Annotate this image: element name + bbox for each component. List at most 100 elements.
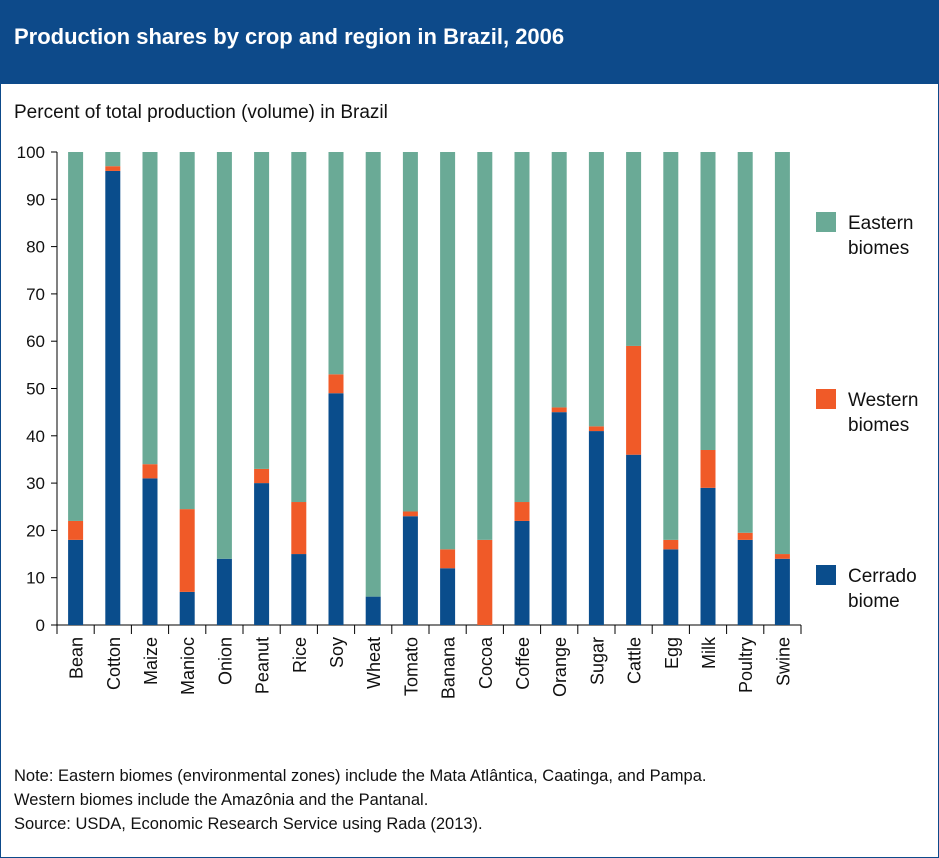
bar-cerrado-biome [700,487,716,625]
bar-cerrado-biome [216,558,232,625]
bar-western-biomes [328,374,344,394]
chart-title: Production shares by crop and region in … [14,24,565,49]
bar-eastern-biomes [142,152,158,465]
bar-cerrado-biome [774,558,790,625]
y-tick-label: 50 [26,380,45,399]
bar-western-biomes [440,549,456,569]
bar-cerrado-biome [254,483,270,625]
bar-eastern-biomes [328,152,344,375]
y-tick-label: 20 [26,521,45,540]
bar-eastern-biomes [254,152,270,469]
x-tick-label: Orange [550,637,570,697]
bar-cerrado-biome [105,170,121,626]
bar-western-biomes [663,539,679,550]
legend-label: biomes [848,238,909,259]
x-tick-label: Soy [327,637,347,668]
header-banner: Production shares by crop and region in … [0,0,939,84]
bar-western-biomes [626,345,642,455]
bar-western-biomes [402,511,418,517]
x-tick-label: Banana [439,636,459,699]
bar-western-biomes [179,509,195,592]
bar-eastern-biomes [514,152,530,503]
bar-cerrado-biome [551,412,567,625]
x-tick-label: Cotton [104,637,124,690]
bar-eastern-biomes [774,152,790,555]
bar-eastern-biomes [737,152,753,533]
y-tick-label: 30 [26,474,45,493]
bar-eastern-biomes [365,152,381,597]
bar-western-biomes [105,166,121,171]
bar-western-biomes [254,468,270,484]
x-tick-label: Tomato [401,637,421,696]
bar-eastern-biomes [402,152,418,512]
source-line: Source: USDA, Economic Research Service … [14,815,483,833]
bar-western-biomes [700,449,716,488]
x-tick-label: Swine [773,637,793,686]
y-tick-label: 70 [26,285,45,304]
legend-swatch [816,565,836,585]
bar-western-biomes [774,554,790,559]
note-line-1: Note: Eastern biomes (environmental zone… [14,767,707,785]
bar-cerrado-biome [291,554,307,625]
y-tick-label: 40 [26,427,45,446]
bar-western-biomes [68,520,84,540]
bar-eastern-biomes [626,152,642,346]
x-tick-label: Onion [215,637,235,685]
x-tick-label: Maize [141,637,161,685]
legend-label: Cerrado [848,566,917,587]
bar-western-biomes [737,532,753,540]
bar-western-biomes [551,407,567,413]
x-tick-label: Cattle [625,637,645,684]
bar-cerrado-biome [737,539,753,625]
legend-label: biomes [848,415,909,436]
bar-eastern-biomes [216,152,232,559]
y-axis-label: Percent of total production (volume) in … [14,102,388,123]
y-tick-label: 0 [36,616,45,635]
bar-cerrado-biome [440,568,456,625]
y-tick-label: 60 [26,332,45,351]
x-tick-label: Bean [67,637,87,679]
legend-label: biome [848,591,900,612]
bar-western-biomes [514,502,530,521]
bar-cerrado-biome [328,393,344,625]
legend-label: Western [848,390,918,411]
x-tick-label: Coffee [513,637,533,690]
notes: Note: Eastern biomes (environmental zone… [14,764,706,836]
bar-eastern-biomes [551,152,567,408]
legend-swatch [816,389,836,409]
bar-eastern-biomes [588,152,604,427]
x-tick-label: Wheat [364,637,384,689]
bar-cerrado-biome [588,431,604,625]
bar-eastern-biomes [663,152,679,540]
legend-label: Eastern [848,213,913,234]
bar-cerrado-biome [365,596,381,625]
bar-cerrado-biome [142,478,158,625]
bar-eastern-biomes [68,152,84,521]
y-tick-label: 10 [26,569,45,588]
bar-western-biomes [477,539,493,625]
stacked-bar-chart: 0 10 20 30 40 50 60 70 80 90 100 Bean Cotton Maize Man… [17,143,919,699]
x-tick-label: Egg [662,637,682,669]
bar-western-biomes [291,502,307,555]
y-tick-label: 80 [26,238,45,257]
y-tick-label: 90 [26,190,45,209]
x-tick-label: Peanut [253,637,273,694]
x-tick-label: Manioc [178,637,198,695]
bar-western-biomes [142,464,158,479]
bar-cerrado-biome [514,520,530,625]
bar-eastern-biomes [440,152,456,550]
x-tick-label: Rice [290,637,310,673]
x-tick-label: Cocoa [476,636,496,689]
bar-eastern-biomes [291,152,307,503]
bar-eastern-biomes [477,152,493,540]
x-tick-label: Sugar [587,637,607,685]
bar-cerrado-biome [402,516,418,625]
bar-eastern-biomes [105,152,121,167]
bar-cerrado-biome [663,549,679,625]
bar-cerrado-biome [179,591,195,625]
bar-cerrado-biome [626,454,642,625]
legend-swatch [816,212,836,232]
bar-eastern-biomes [700,152,716,450]
y-tick-label: 100 [17,143,45,162]
x-tick-label: Milk [699,636,719,669]
